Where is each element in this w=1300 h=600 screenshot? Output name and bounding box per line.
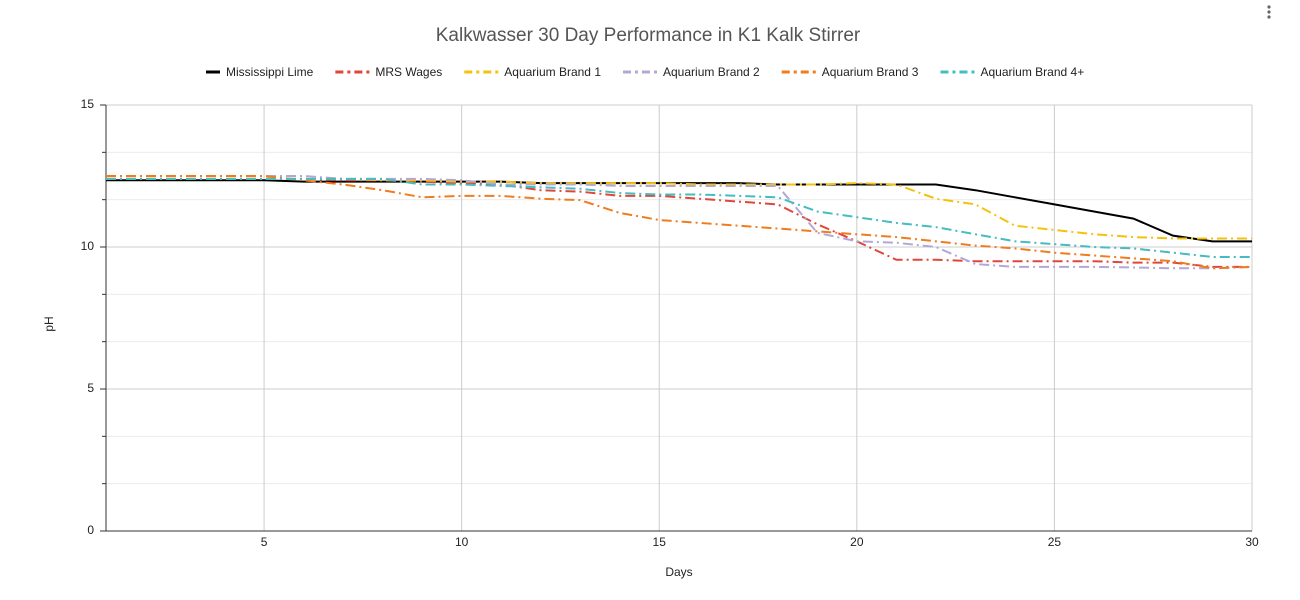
x-tick-label: 10 xyxy=(455,535,469,549)
legend-label: Aquarium Brand 4+ xyxy=(980,65,1084,79)
y-tick-label: 0 xyxy=(87,523,94,537)
x-axis-label: Days xyxy=(665,565,692,579)
legend-label: Aquarium Brand 2 xyxy=(663,65,760,79)
series-line xyxy=(106,175,1253,270)
y-tick-label: 10 xyxy=(81,239,95,253)
chart-title: Kalkwasser 30 Day Performance in K1 Kalk… xyxy=(436,25,861,46)
y-tick-label: 15 xyxy=(81,97,95,111)
y-tick-label: 5 xyxy=(87,381,94,395)
legend-label: Aquarium Brand 3 xyxy=(822,65,919,79)
series-line xyxy=(106,175,1253,270)
series-line xyxy=(106,177,1252,240)
series-line xyxy=(106,177,1252,268)
legend-label: Mississippi Lime xyxy=(226,65,314,79)
x-tick-label: 30 xyxy=(1245,535,1259,549)
legend: Mississippi Lime MRS Wages Aquarium Brand … xyxy=(206,65,1084,79)
x-tick-label: 20 xyxy=(850,535,864,549)
series-line xyxy=(106,177,1252,258)
x-tick-label: 25 xyxy=(1048,535,1062,549)
y-axis-label: pH xyxy=(42,316,56,331)
menu-icon[interactable] xyxy=(1267,5,1271,19)
x-tick-label: 5 xyxy=(261,535,268,549)
legend-label: MRS Wages xyxy=(375,65,442,79)
legend-label: Aquarium Brand 1 xyxy=(504,65,601,79)
x-tick-label: 15 xyxy=(653,535,667,549)
series-line xyxy=(106,179,1252,243)
